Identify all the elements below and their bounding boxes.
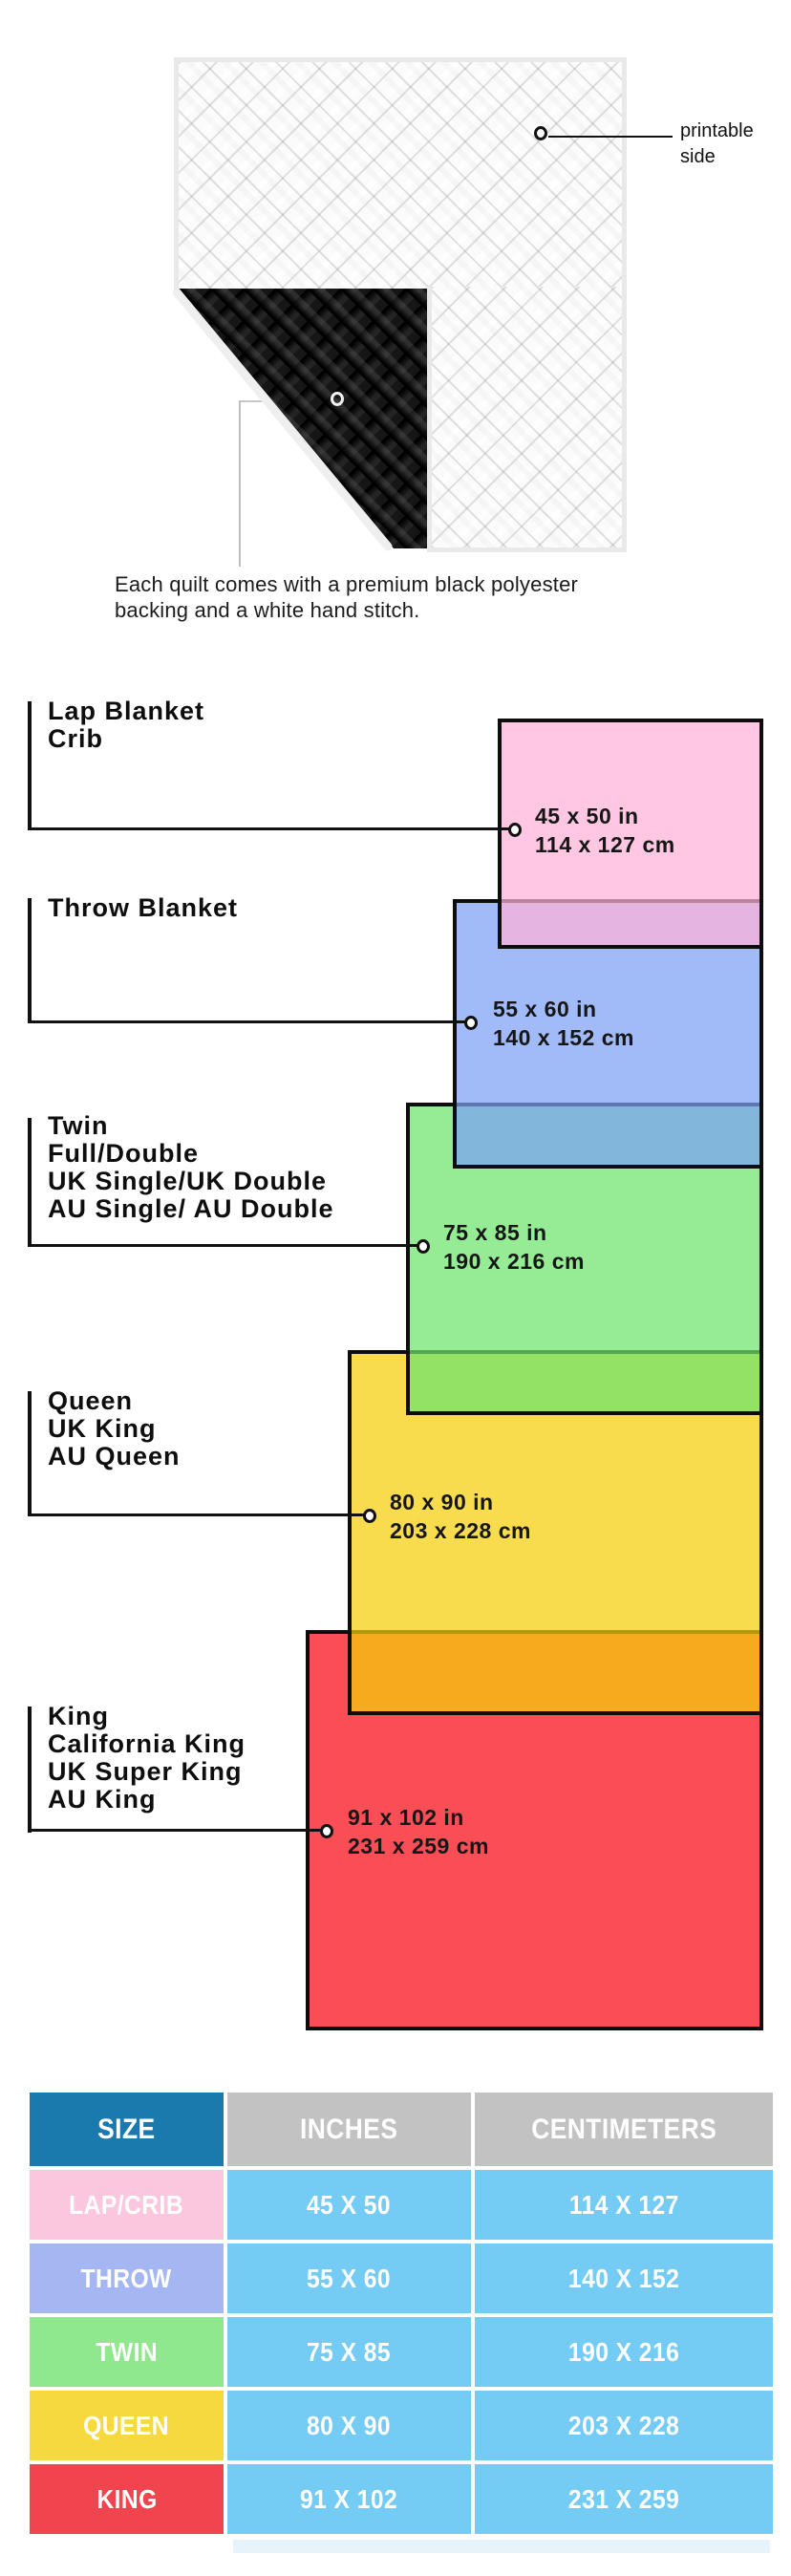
quilt-caption-line2: backing and a white hand stitch. — [115, 598, 420, 622]
queen-connector-line — [28, 1513, 364, 1516]
quilt-caption-line1: Each quilt comes with a premium black po… — [115, 572, 579, 596]
lap-crib-label: Lap Blanket Crib — [48, 697, 205, 753]
king-bracket-line — [28, 1707, 32, 1833]
backing-callout-ring-icon — [331, 392, 344, 406]
printable-side-callout-ring-icon — [534, 126, 547, 140]
table-row-king-centimeters: 231 X 259 — [475, 2464, 773, 2534]
table-bottom-shadow — [233, 2540, 770, 2553]
table-header-centimeters: CENTIMETERS — [475, 2093, 773, 2166]
queen-connector-dot-icon — [363, 1509, 376, 1523]
king-dimensions: 91 x 102 in 231 x 259 cm — [348, 1805, 489, 1858]
lap-crib-bracket-line — [28, 701, 32, 829]
lap-crib-connector-dot-icon — [508, 823, 522, 837]
table-row-twin-centimeters: 190 X 216 — [475, 2317, 773, 2387]
lap-crib-dimensions: 45 x 50 in 114 x 127 cm — [535, 804, 675, 857]
table-row-throw-centimeters: 140 X 152 — [475, 2243, 773, 2313]
queen-dimensions: 80 x 90 in 203 x 228 cm — [390, 1490, 531, 1543]
twin-bracket-line — [28, 1118, 32, 1246]
printable-side-label: printable side — [680, 120, 754, 167]
table-row-throw-size: THROW — [30, 2243, 224, 2313]
table-row-twin-size: TWIN — [30, 2317, 224, 2387]
lap-crib-rectangle — [498, 719, 763, 949]
twin-dimensions: 75 x 85 in 190 x 216 cm — [443, 1220, 585, 1274]
quilt-front-right-column — [427, 287, 627, 552]
twin-label: Twin Full/Double UK Single/UK Double AU … — [48, 1111, 334, 1223]
throw-bracket-line — [28, 898, 32, 1022]
table-row-king-size: KING — [30, 2464, 224, 2534]
table-row-throw-inches: 55 X 60 — [227, 2243, 471, 2313]
table-header-size: SIZE — [30, 2093, 224, 2166]
table-row-lap-inches: 45 X 50 — [227, 2170, 471, 2240]
quilt-black-backing-fold — [178, 289, 427, 548]
queen-bracket-line — [28, 1391, 32, 1515]
throw-dimensions: 55 x 60 in 140 x 152 cm — [493, 997, 634, 1050]
king-connector-dot-icon — [320, 1824, 333, 1838]
table-row-queen-inches: 80 X 90 — [227, 2391, 471, 2460]
table-row-twin-inches: 75 X 85 — [227, 2317, 471, 2387]
twin-connector-line — [28, 1244, 417, 1247]
queen-label: Queen UK King AU Queen — [48, 1386, 181, 1470]
quilt-front-top — [174, 57, 627, 294]
king-label: King California King UK Super King AU Ki… — [48, 1702, 246, 1814]
table-row-king-inches: 91 X 102 — [227, 2464, 471, 2534]
lap-crib-connector-line — [28, 827, 509, 830]
backing-callout-line-vertical — [239, 400, 241, 567]
table-row-queen-centimeters: 203 X 228 — [475, 2391, 773, 2460]
throw-connector-dot-icon — [464, 1016, 478, 1030]
quilt-caption: Each quilt comes with a premium black po… — [115, 571, 745, 623]
printable-side-callout-line — [548, 136, 673, 138]
king-connector-line — [28, 1829, 321, 1832]
table-header-inches: INCHES — [227, 2093, 471, 2166]
throw-label: Throw Blanket — [48, 893, 239, 922]
twin-connector-dot-icon — [417, 1239, 430, 1254]
table-row-queen-size: QUEEN — [30, 2391, 224, 2460]
size-table: SIZE INCHES CENTIMETERS LAP/CRIB 45 X 50… — [30, 2093, 773, 2534]
table-row-lap-centimeters: 114 X 127 — [475, 2170, 773, 2240]
throw-connector-line — [28, 1020, 465, 1023]
table-row-lap-size: LAP/CRIB — [30, 2170, 224, 2240]
